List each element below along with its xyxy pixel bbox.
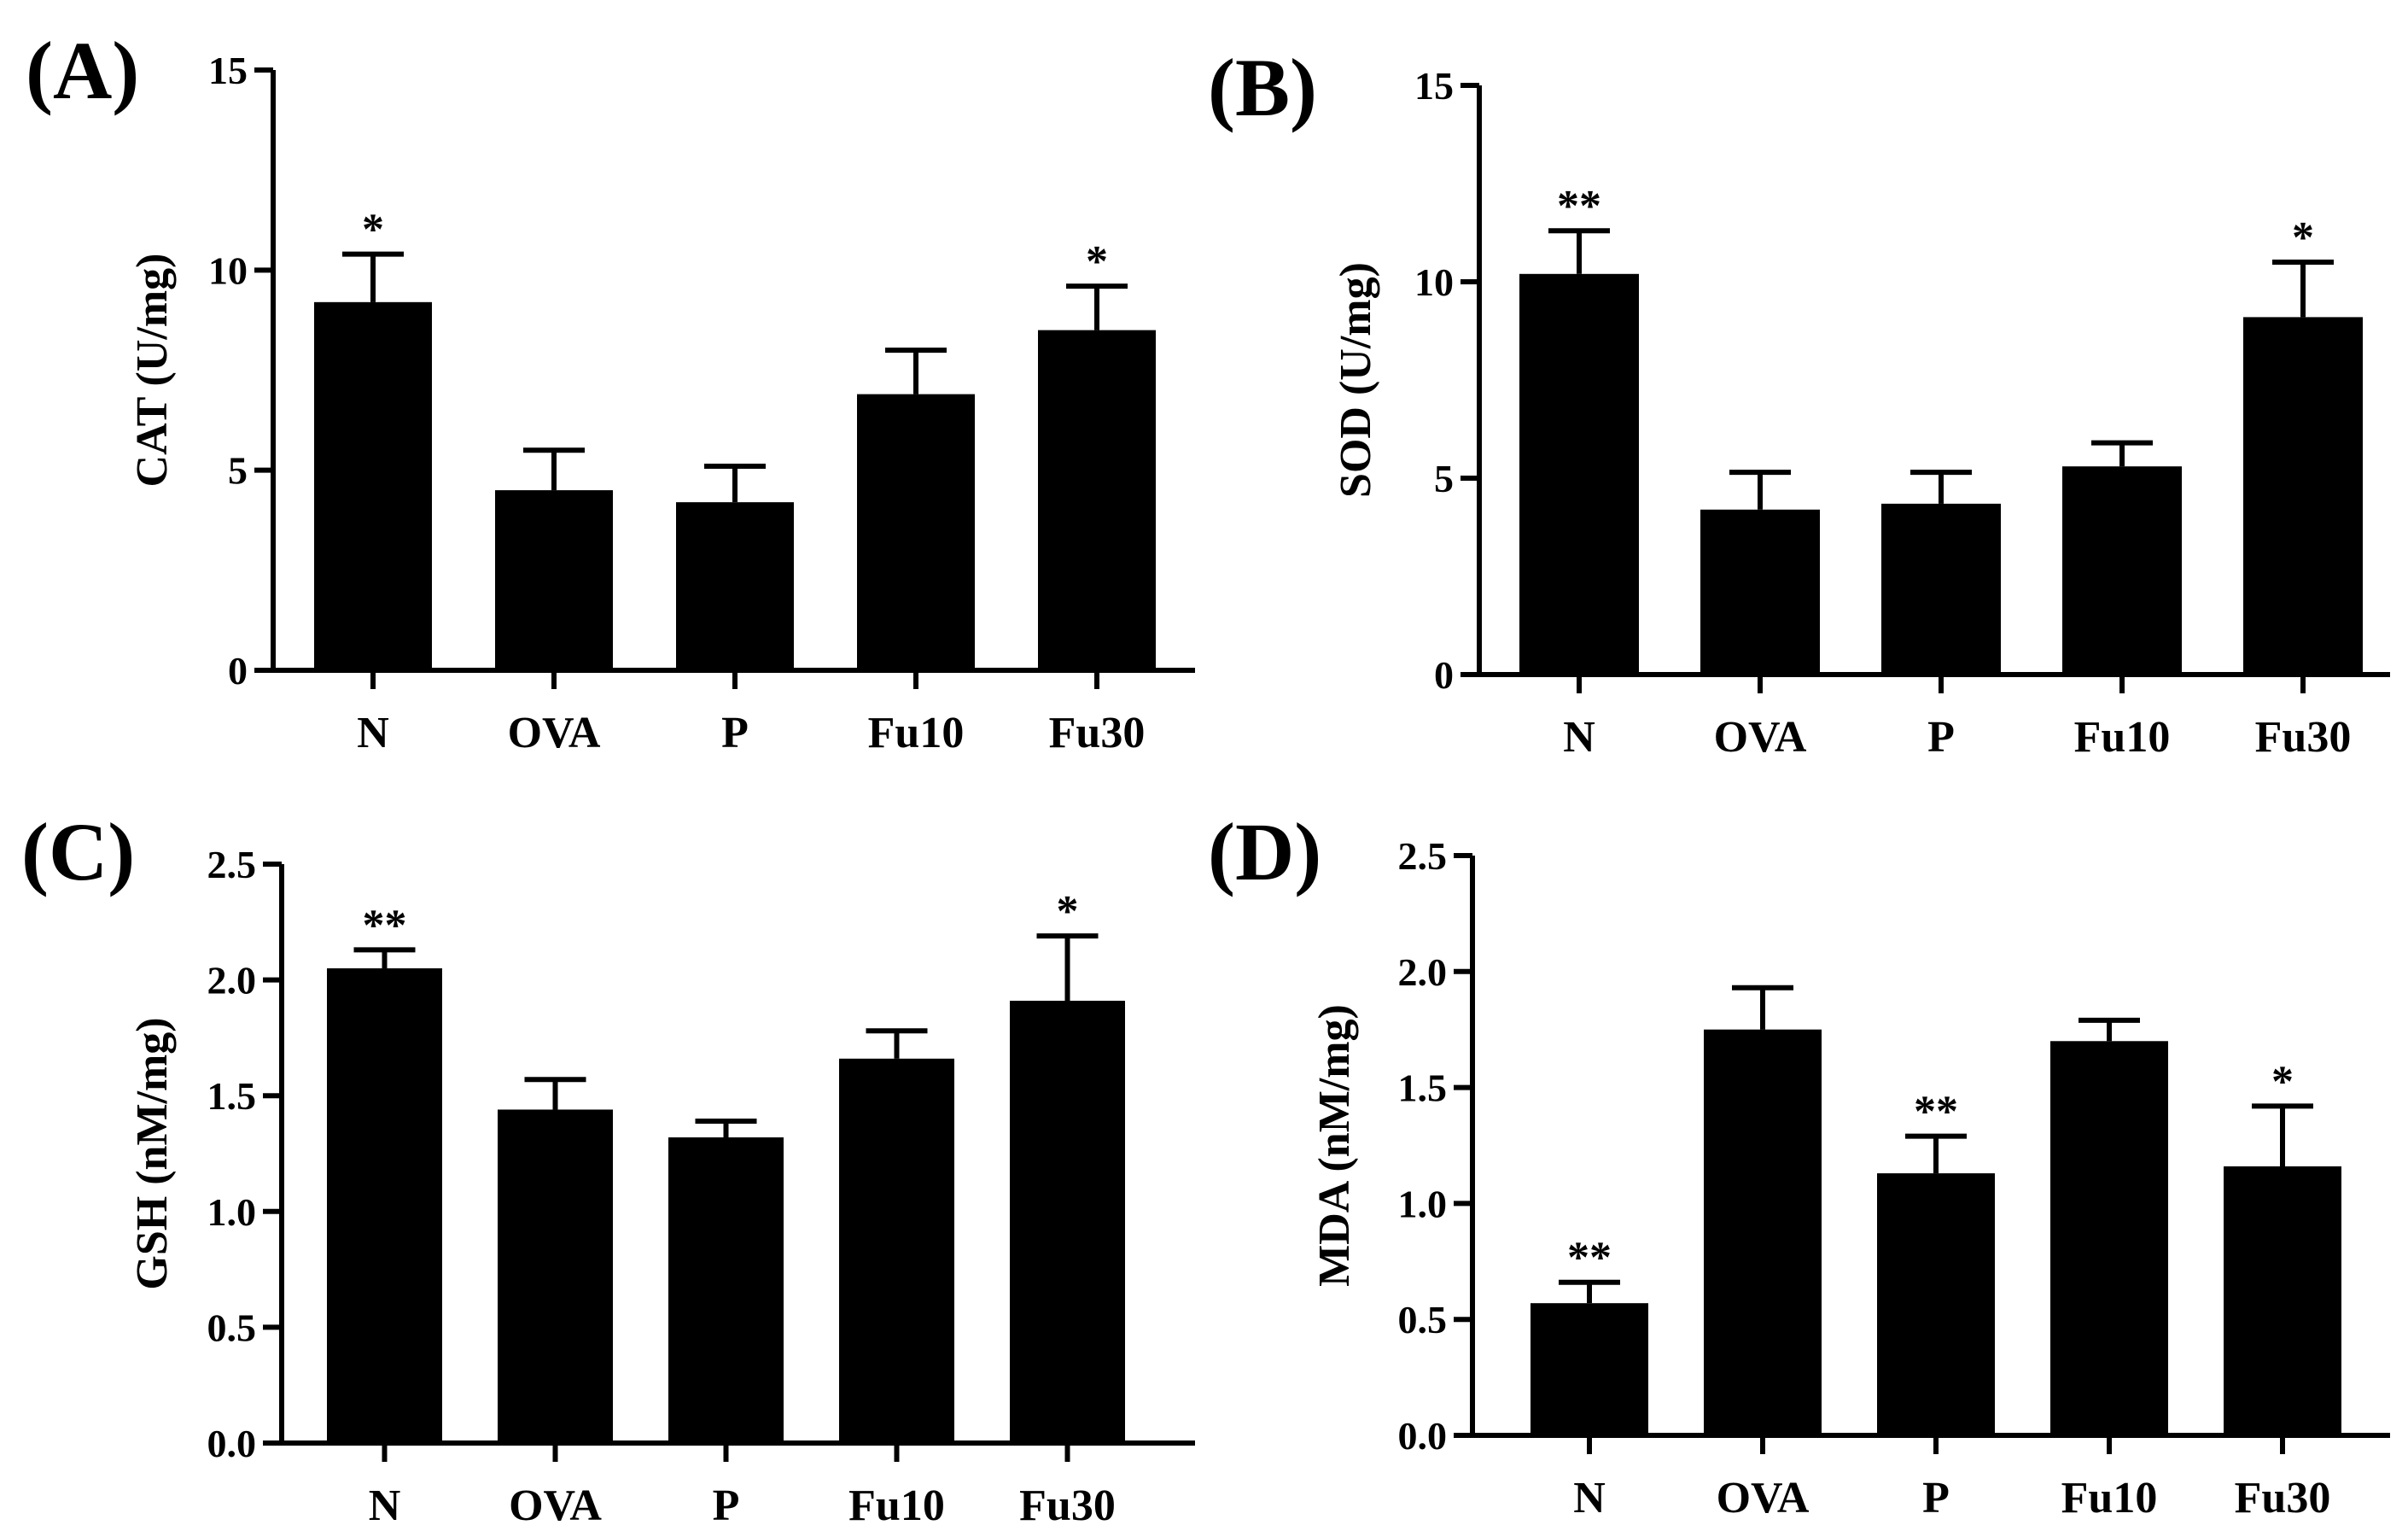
significance-marker: *	[2292, 213, 2314, 262]
bar	[327, 968, 442, 1443]
y-tick-label: 0.0	[207, 1422, 257, 1465]
bar	[1700, 509, 1820, 675]
x-tick-label: N	[357, 709, 389, 757]
y-tick-label: 5	[228, 449, 248, 493]
x-tick-label: Fu30	[2235, 1474, 2331, 1522]
bar	[839, 1058, 954, 1443]
x-tick-label: OVA	[1717, 1474, 1810, 1522]
y-tick-label: 15	[1414, 64, 1454, 108]
significance-marker: *	[1086, 237, 1108, 286]
bar	[498, 1109, 613, 1443]
x-tick-label: N	[369, 1481, 401, 1530]
bar	[1519, 273, 1639, 675]
significance-marker: **	[363, 901, 407, 950]
panel-label: (B)	[1208, 42, 1317, 133]
y-tick-label: 1.5	[207, 1074, 257, 1118]
y-tick-label: 1.0	[1398, 1182, 1448, 1225]
y-tick-label: 10	[1414, 260, 1454, 304]
bar	[1531, 1303, 1648, 1435]
y-tick-label: 1.5	[1398, 1066, 1448, 1110]
x-tick-label: P	[721, 709, 749, 757]
x-tick-label: Fu10	[2074, 713, 2171, 762]
x-tick-label: P	[1922, 1474, 1950, 1522]
chart-panel-3: (C) 0.0 0.5 1.0 1.5 2.0 2.5 GSH (nM/mg) N ** OVA P F…	[21, 806, 1195, 1530]
x-tick-label: OVA	[508, 709, 601, 757]
chart-panel-2: (B) 0 5 10 15 SOD (U/mg) N ** OVA P Fu10 Fu30 *	[1208, 42, 2390, 762]
x-tick-label: Fu30	[1019, 1481, 1116, 1530]
y-tick-label: 1.0	[207, 1190, 257, 1234]
bar	[2050, 1041, 2168, 1435]
x-tick-label: P	[1927, 713, 1955, 762]
bar	[857, 394, 975, 670]
y-tick-label: 0	[228, 649, 248, 692]
y-tick-label: 0.5	[207, 1306, 257, 1349]
x-tick-label: P	[713, 1481, 740, 1530]
y-tick-label: 0	[1434, 653, 1454, 697]
y-axis-title: GSH (nM/mg)	[128, 1017, 177, 1289]
bar	[1010, 1001, 1125, 1443]
y-tick-label: 15	[208, 49, 248, 92]
bar	[676, 502, 794, 670]
chart-panel-4: (D) 0.0 0.5 1.0 1.5 2.0 2.5 MDA (nM/mg) N ** OVA P *…	[1208, 806, 2390, 1522]
significance-marker: *	[1057, 887, 1079, 936]
y-tick-label: 2.0	[207, 959, 257, 1002]
panel-label: (D)	[1208, 806, 1321, 897]
y-tick-label: 5	[1434, 457, 1454, 500]
y-tick-label: 0.0	[1398, 1414, 1448, 1458]
panel-label: (C)	[21, 806, 135, 897]
bar	[2224, 1166, 2341, 1435]
y-axis-title: MDA (nM/mg)	[1310, 1004, 1359, 1287]
bar	[668, 1137, 784, 1443]
bar	[1038, 330, 1156, 670]
significance-marker: **	[1914, 1088, 1958, 1137]
chart-panel-1: (A) 0 5 10 15 CAT (U/mg) N * OVA P Fu10 Fu30 *	[26, 25, 1195, 757]
y-tick-label: 0.5	[1398, 1298, 1448, 1341]
significance-marker: *	[2271, 1057, 2294, 1106]
significance-marker: **	[1567, 1234, 1612, 1283]
x-tick-label: Fu10	[2061, 1474, 2158, 1522]
panel-label: (A)	[26, 25, 139, 116]
x-tick-label: OVA	[509, 1481, 602, 1530]
y-tick-label: 2.5	[207, 843, 257, 886]
x-tick-label: Fu10	[868, 709, 965, 757]
bar	[314, 301, 432, 670]
bar	[495, 490, 613, 670]
bar	[1881, 503, 2001, 675]
x-tick-label: N	[1573, 1474, 1606, 1522]
significance-marker: *	[362, 206, 384, 254]
x-tick-label: Fu10	[848, 1481, 945, 1530]
significance-marker: **	[1557, 182, 1601, 231]
x-tick-label: Fu30	[1049, 709, 1146, 757]
x-tick-label: Fu30	[2255, 713, 2352, 762]
y-tick-label: 2.0	[1398, 950, 1448, 994]
bar	[2243, 317, 2363, 675]
y-tick-label: 2.5	[1398, 834, 1448, 878]
bar	[2062, 466, 2182, 675]
x-tick-label: OVA	[1714, 713, 1807, 762]
y-axis-title: SOD (U/mg)	[1332, 262, 1380, 498]
bar	[1877, 1173, 1995, 1435]
bar	[1704, 1029, 1822, 1435]
x-tick-label: N	[1563, 713, 1595, 762]
y-tick-label: 10	[208, 248, 248, 292]
y-axis-title: CAT (U/mg)	[128, 254, 177, 488]
